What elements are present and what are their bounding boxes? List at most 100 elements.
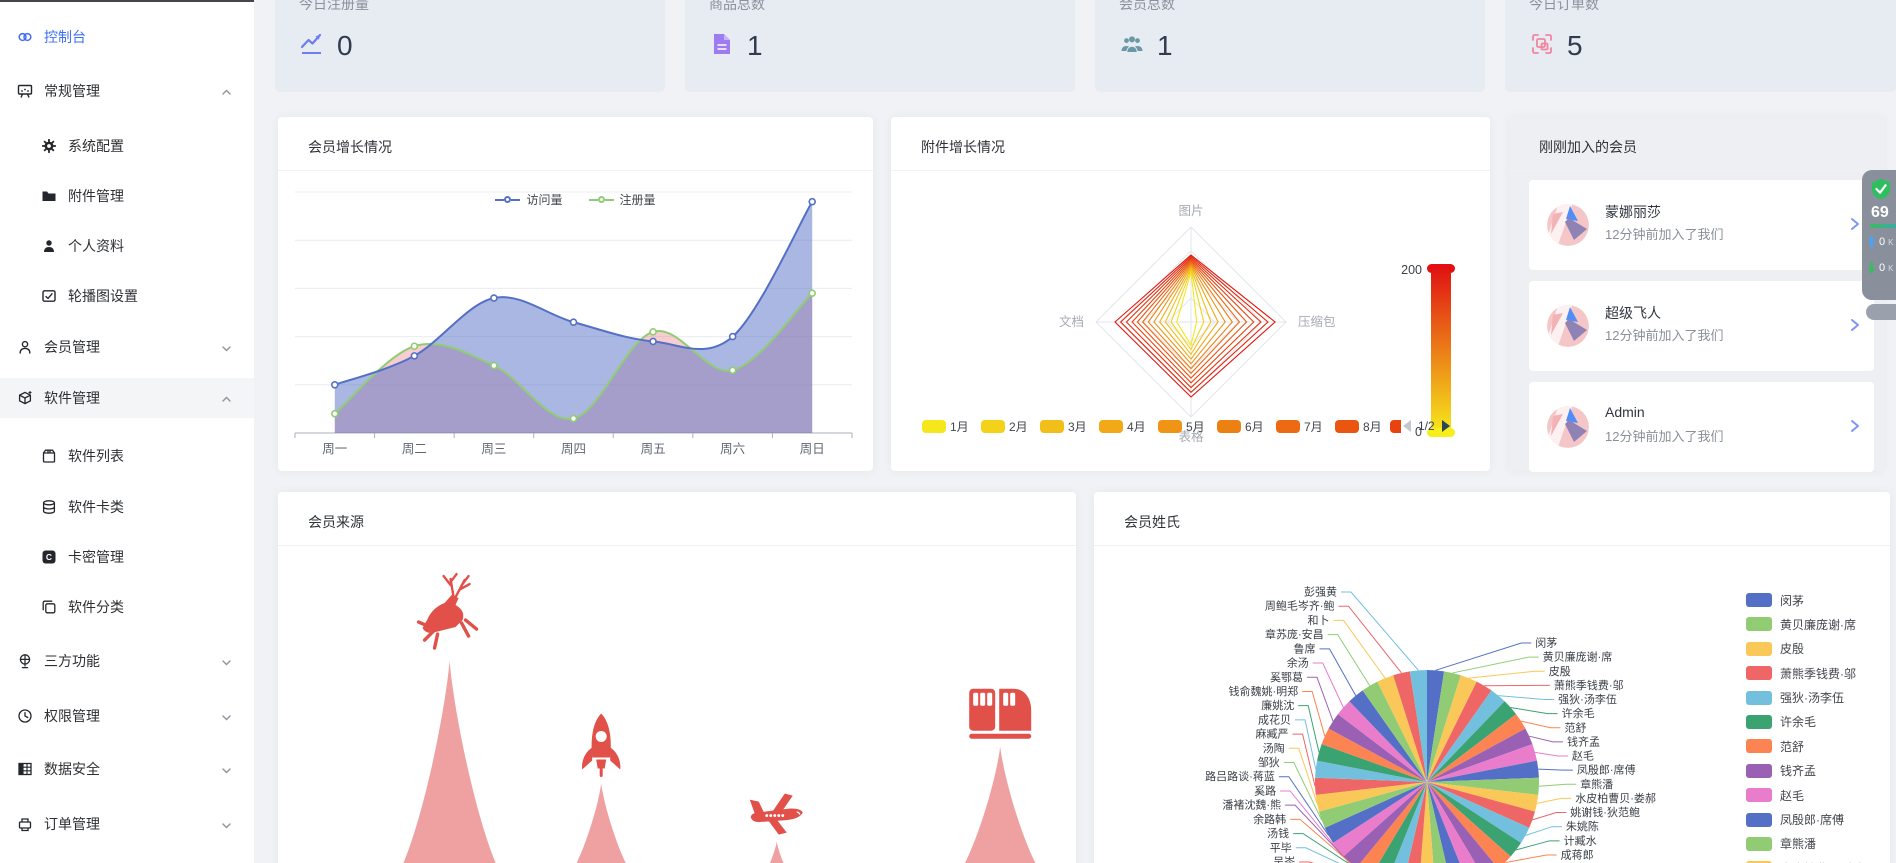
sidebar-item-6[interactable]: 轮播图设置 [0, 276, 254, 316]
member-row-2[interactable]: 超级飞人 12分钟前加入了我们 [1529, 281, 1874, 371]
legend-chip [1746, 690, 1772, 705]
radar-legend-item-7月[interactable]: 7月 [1272, 418, 1331, 435]
sidebar-item-14[interactable]: 权限管理 [0, 696, 254, 736]
legend-pager: 1/2 [1403, 419, 1450, 433]
sidebar-item-5[interactable]: 个人资料 [0, 226, 254, 266]
svg-text:周日: 周日 [800, 442, 825, 456]
chevron-right-icon[interactable] [1850, 318, 1860, 332]
legend-chip [1335, 419, 1359, 433]
sidebar-item-3[interactable]: 系统配置 [0, 126, 254, 166]
pie-legend-item-12[interactable]: 水皮柏曹贝·娄郝 [1738, 861, 1868, 863]
sidebar-item-1[interactable]: 控制台 [0, 17, 254, 57]
svg-text:萧熊季钱费·邬: 萧熊季钱费·邬 [1554, 678, 1624, 692]
sidebar-item-label: 软件卡类 [68, 499, 124, 515]
pie-legend-item-3[interactable]: 皮殷 [1738, 641, 1868, 656]
chevron-right-icon[interactable] [1850, 419, 1860, 433]
radar-legend-item-2月[interactable]: 2月 [977, 418, 1036, 435]
radar-legend-item-1月[interactable]: 1月 [918, 418, 977, 435]
chevron-down-icon [221, 818, 232, 829]
radar-legend-item-5月[interactable]: 5月 [1154, 418, 1213, 435]
sidebar-item-label: 系统配置 [68, 138, 124, 154]
radar-legend-item-8月[interactable]: 8月 [1331, 418, 1390, 435]
svg-text:平毕: 平毕 [1270, 841, 1292, 854]
member-surname-title: 会员姓氏 [1124, 514, 1180, 530]
down-arrow-icon [1867, 262, 1876, 274]
folder-icon [40, 187, 58, 205]
pie-legend-item-8[interactable]: 钱齐孟 [1738, 763, 1868, 778]
sidebar-item-label: 软件列表 [68, 448, 124, 464]
svg-text:章熊潘: 章熊潘 [1580, 777, 1613, 791]
member-row-3[interactable]: Admin 12分钟前加入了我们 [1529, 382, 1874, 472]
svg-text:奚路: 奚路 [1254, 784, 1276, 797]
svg-text:200: 200 [1401, 263, 1422, 277]
carousel-icon [40, 287, 58, 305]
widget-collapsed-stub[interactable] [1866, 304, 1896, 320]
console-icon [16, 28, 34, 46]
legend-chip [1276, 419, 1300, 433]
sidebar-item-7[interactable]: 会员管理 [0, 327, 254, 367]
svg-text:钱齐孟: 钱齐孟 [1567, 734, 1600, 748]
user-icon [40, 237, 58, 255]
pie-legend-item-4[interactable]: 萧熊季钱费·邬 [1738, 666, 1868, 681]
sidebar-item-16[interactable]: 订单管理 [0, 804, 254, 844]
train-icon [969, 688, 1032, 739]
sidebar-item-10[interactable]: 软件卡类 [0, 487, 254, 527]
svg-text:赵毛: 赵毛 [1572, 749, 1594, 763]
sidebar-item-11[interactable]: C 卡密管理 [0, 537, 254, 577]
sidebar-item-9[interactable]: 软件列表 [0, 436, 254, 476]
radar-legend-item-3月[interactable]: 3月 [1036, 418, 1095, 435]
pager-prev-icon[interactable] [1403, 420, 1411, 432]
pie-legend-item-5[interactable]: 强狄·汤李伍 [1738, 690, 1868, 705]
legend-item-访问量[interactable]: 访问量 [495, 191, 563, 208]
stat-title: 商品总数 [709, 0, 765, 12]
svg-text:和卜: 和卜 [1308, 614, 1330, 627]
svg-text:余汤: 余汤 [1287, 656, 1309, 670]
radar-legend: 1月 2月 3月 4月 5月 6月 7月 8月 1/2 [918, 417, 1450, 435]
legend-marker [588, 196, 614, 203]
member-row-1[interactable]: 蒙娜丽莎 12分钟前加入了我们 [1529, 180, 1874, 270]
member-source-pictorial-chart [403, 572, 1036, 863]
pie-legend-item-2[interactable]: 黄贝廉庞谢·席 [1738, 617, 1868, 632]
pie-legend-item-7[interactable]: 范舒 [1738, 739, 1868, 754]
legend-chip [1746, 836, 1772, 851]
gear-icon [40, 137, 58, 155]
sidebar-item-label: 常规管理 [44, 83, 100, 99]
sidebar-item-2[interactable]: 常规管理 [0, 71, 254, 111]
legend-chip-clipped[interactable] [1390, 419, 1401, 433]
sidebar-item-13[interactable]: 三方功能 [0, 641, 254, 681]
svg-text:周二: 周二 [402, 442, 427, 456]
sidebar-item-8[interactable]: 软件管理 [0, 378, 254, 418]
svg-text:周三: 周三 [481, 442, 506, 456]
attachment-growth-title: 附件增长情况 [921, 139, 1005, 155]
divider [1094, 545, 1890, 546]
sidebar-item-12[interactable]: 软件分类 [0, 587, 254, 627]
svg-text:黄贝廉庞谢·席: 黄贝廉庞谢·席 [1543, 650, 1613, 664]
svg-text:麻臧严: 麻臧严 [1256, 727, 1289, 741]
pie-legend-item-1[interactable]: 闵茅 [1738, 593, 1868, 608]
radar-legend-item-6月[interactable]: 6月 [1213, 418, 1272, 435]
pie-legend-item-11[interactable]: 章熊潘 [1738, 836, 1868, 851]
legend-item-注册量[interactable]: 注册量 [588, 191, 656, 208]
svg-text:文档: 文档 [1059, 314, 1084, 329]
legend-chip [1158, 419, 1182, 433]
svg-text:周鲍毛岑齐·鲍: 周鲍毛岑齐·鲍 [1265, 599, 1335, 613]
svg-text:余路韩: 余路韩 [1253, 812, 1286, 826]
svg-text:钱俞魏姚·明郑: 钱俞魏姚·明郑 [1229, 684, 1299, 698]
chevron-right-icon[interactable] [1850, 217, 1860, 231]
legend-chip [1217, 419, 1241, 433]
sidebar-item-4[interactable]: 附件管理 [0, 176, 254, 216]
pie-legend-item-6[interactable]: 许余毛 [1738, 714, 1868, 729]
svg-text:周一: 周一 [322, 442, 347, 456]
pie-legend-item-9[interactable]: 赵毛 [1738, 788, 1868, 803]
attachment-growth-card: 附件增长情况 图片 压缩包 表格 文档 200 0 1月 2月 3月 4月 5月 6月 7月 8月 1/2 [891, 117, 1490, 471]
sidebar-item-15[interactable]: 数据安全 [0, 749, 254, 789]
member-growth-title: 会员增长情况 [308, 139, 392, 155]
up-arrow-icon [1867, 236, 1876, 248]
svg-text:计臧水: 计臧水 [1564, 833, 1597, 847]
pie-legend-item-10[interactable]: 凤殷郎·席傅 [1738, 812, 1868, 827]
pager-next-icon[interactable] [1441, 420, 1450, 432]
radar-legend-item-4月[interactable]: 4月 [1095, 418, 1154, 435]
